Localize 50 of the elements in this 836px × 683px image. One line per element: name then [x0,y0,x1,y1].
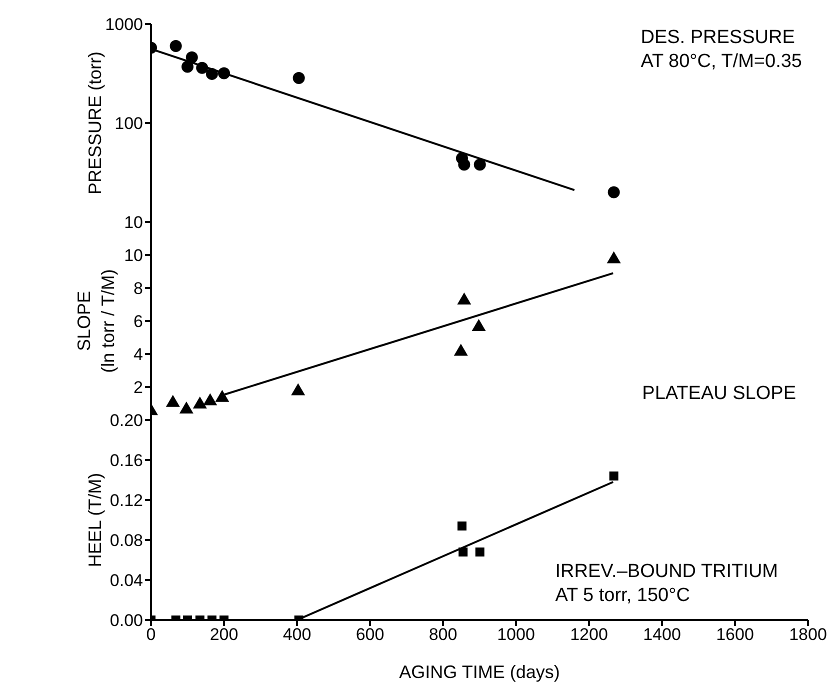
x-axis-title: AGING TIME (days) [399,662,560,682]
y-tick-label: 10 [124,213,143,232]
y-axis-title: HEEL (T/M) [85,472,105,568]
x-tick-label: 1200 [570,625,608,644]
point [182,60,194,73]
point [457,292,472,305]
point [215,390,230,402]
y-tick-label: 0.00 [110,611,143,630]
point [166,394,180,407]
y-tick-label: 0.12 [110,491,143,510]
y-tick-label: 8 [134,279,143,298]
point [179,401,194,414]
x-tick-label: 200 [210,625,238,644]
y-tick-label: 4 [134,345,143,364]
point [608,186,620,198]
x-tick-label: 1800 [789,625,827,644]
point [291,383,306,396]
y-tick-label: 6 [134,312,143,332]
point [203,393,218,406]
y-tick-label: 10 [124,246,143,266]
annotation: PLATEAU SLOPE [642,382,796,406]
point [609,472,618,480]
annotation: DES. PRESSURE AT 80°C, T/M=0.35 [640,26,802,74]
point [192,396,207,408]
point [170,40,182,52]
x-tick-label: 1400 [643,625,681,644]
x-tick-label: 0 [146,625,156,644]
y-tick-label: 100 [114,114,143,134]
y-tick-label: 2 [134,378,143,398]
y-tick-label: 1000 [105,15,143,34]
point [474,158,486,171]
point [457,522,466,530]
y-tick-label: 0.04 [110,571,143,590]
x-tick-label: 1000 [497,625,535,644]
y-axis-title: PRESSURE (torr) [85,51,105,195]
x-tick-label: 400 [282,625,312,644]
point [606,251,621,264]
point [458,158,470,171]
y-axis-title: SLOPE (ln torr / T/M) [74,269,118,373]
x-tick-label: 600 [356,625,384,644]
point [475,548,484,556]
y-tick-label: 0.08 [110,531,143,550]
annotation: IRREV.–BOUND TRITIUM AT 5 torr, 150°C [555,560,778,608]
y-tick-label: 0.20 [110,411,143,430]
x-tick-label: 800 [428,625,458,644]
point [472,318,486,331]
y-tick-label: 0.16 [110,451,143,470]
point [292,72,305,84]
point [454,344,468,356]
x-tick-label: 1600 [716,625,754,644]
